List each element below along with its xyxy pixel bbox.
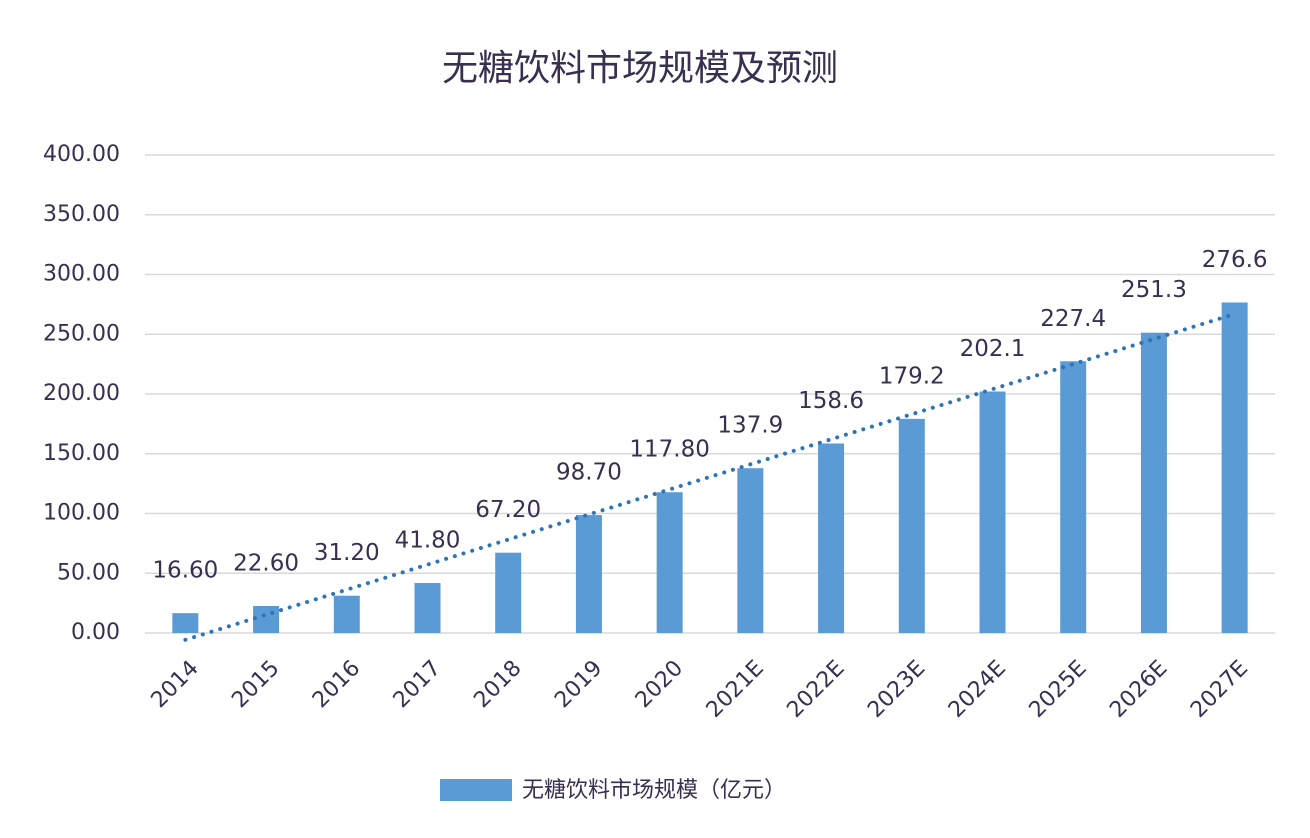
y-tick-label: 200.00 — [43, 381, 120, 406]
value-label: 158.6 — [798, 388, 864, 414]
x-tick-label: 2016 — [308, 656, 365, 713]
bar — [737, 468, 764, 633]
legend-swatch — [440, 779, 512, 801]
value-label: 227.4 — [1040, 306, 1106, 332]
bar — [1221, 302, 1248, 633]
value-label: 31.20 — [314, 540, 380, 566]
x-tick-label: 2026E — [1105, 656, 1172, 723]
bar — [333, 595, 360, 633]
x-tick-label: 2024E — [944, 656, 1011, 723]
x-tick-label: 2021E — [702, 656, 769, 723]
bar — [898, 418, 925, 633]
value-label: 251.3 — [1121, 277, 1187, 303]
bar — [1060, 361, 1087, 633]
value-label: 22.60 — [233, 550, 299, 576]
y-tick-label: 350.00 — [43, 202, 120, 227]
bar — [1140, 332, 1167, 633]
y-tick-label: 250.00 — [43, 321, 120, 346]
y-tick-label: 400.00 — [43, 142, 120, 167]
bar — [414, 583, 441, 633]
bar — [253, 605, 280, 633]
y-tick-label: 100.00 — [43, 501, 120, 526]
value-label: 179.2 — [879, 363, 945, 389]
bar — [495, 552, 522, 633]
value-label: 137.9 — [717, 413, 783, 439]
x-tick-label: 2018 — [469, 656, 526, 713]
y-tick-label: 0.00 — [71, 620, 120, 645]
x-tick-label: 2015 — [227, 656, 284, 713]
x-tick-label: 2022E — [782, 656, 849, 723]
bar — [818, 443, 845, 633]
value-label: 67.20 — [475, 497, 541, 523]
bar — [172, 613, 199, 633]
chart-title: 无糖饮料市场规模及预测 — [442, 48, 838, 89]
value-label: 16.60 — [152, 558, 218, 584]
trendline — [183, 311, 1237, 642]
x-tick-label: 2023E — [863, 656, 930, 723]
legend-label: 无糖饮料市场规模（亿元） — [522, 778, 786, 803]
x-tick-label: 2027E — [1186, 656, 1253, 723]
x-tick-label: 2019 — [550, 656, 607, 713]
y-tick-label: 150.00 — [43, 441, 120, 466]
y-tick-label: 50.00 — [57, 560, 120, 585]
value-label: 202.1 — [960, 336, 1026, 362]
value-label: 41.80 — [395, 528, 461, 554]
bar — [979, 391, 1006, 633]
y-tick-label: 300.00 — [43, 262, 120, 287]
bar — [656, 492, 683, 633]
value-label: 117.80 — [629, 437, 709, 463]
x-tick-label: 2017 — [389, 656, 446, 713]
x-tick-label: 2025E — [1025, 656, 1092, 723]
value-label: 276.6 — [1202, 247, 1268, 273]
x-tick-label: 2020 — [631, 656, 688, 713]
value-label: 98.70 — [556, 460, 622, 486]
x-tick-label: 2014 — [147, 656, 204, 713]
bar — [575, 515, 602, 633]
